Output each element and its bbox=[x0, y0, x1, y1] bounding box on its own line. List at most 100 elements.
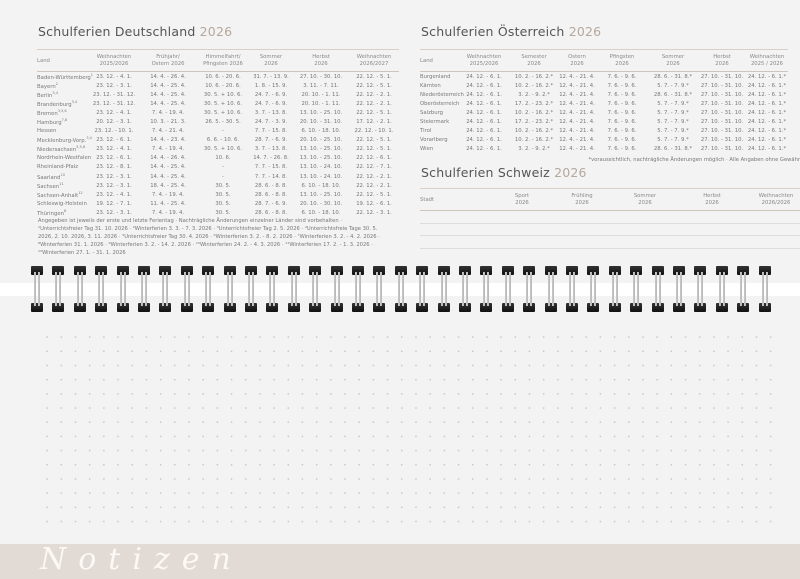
date-cell: 27. 10. - 31. 10. bbox=[700, 128, 744, 135]
date-cell: 30. 5. + 10. 6. bbox=[203, 91, 243, 98]
date-cell: 10. 3. - 21. 3. bbox=[150, 119, 186, 126]
date-cell: 5. 7. - 7. 9.* bbox=[657, 82, 689, 89]
date-cell: 27. 10. - 31. 10. bbox=[700, 91, 744, 98]
date-cell: 22. 12. - 5. 1. bbox=[356, 191, 392, 198]
date-cell: 24. 12. - 6. 1. bbox=[466, 73, 502, 80]
date-cell: 14. 7. - 26. 8. bbox=[253, 155, 289, 162]
switzerland-title: Schulferien Schweiz 2026 bbox=[421, 165, 587, 180]
empty-row[interactable] bbox=[420, 210, 800, 224]
date-cell: 12. 4. - 21. 4. bbox=[559, 119, 595, 126]
date-cell: 7. 4. - 19. 4. bbox=[151, 109, 185, 116]
date-cell: 23. 12. - 3. 1. bbox=[96, 209, 132, 216]
date-cell: 13. 10. - 25. 10. bbox=[299, 109, 343, 116]
date-cell: 11. 4. - 25. 4. bbox=[150, 200, 186, 207]
land-cell: Sachsen-Anhalt12 bbox=[37, 190, 83, 199]
spiral-ring bbox=[116, 266, 129, 312]
date-cell: 27. 10. - 31. 10. bbox=[700, 73, 744, 80]
column-header: Sommer 2026 bbox=[610, 188, 680, 211]
date-cell: 24. 12. - 6. 1.* bbox=[747, 128, 787, 135]
date-cell: 14. 4. - 25. 4. bbox=[150, 164, 186, 171]
date-cell: 13. 10. - 24. 10. bbox=[299, 173, 343, 180]
table-row: Baden-Württemberg1 23. 12. - 4. 1. 14. 4. … bbox=[37, 72, 399, 82]
date-cell: 5. 7. - 7. 9.* bbox=[657, 109, 689, 116]
dot-grid-notes-area[interactable] bbox=[40, 330, 775, 525]
column-header: Herbst 2026 bbox=[680, 188, 744, 211]
spiral-ring bbox=[587, 266, 600, 312]
land-cell: Burgenland bbox=[420, 73, 451, 80]
date-cell: 7. 7. - 14. 8. bbox=[254, 173, 288, 180]
land-cell: Vorarlberg bbox=[420, 137, 448, 144]
date-cell: 14. 4. - 25. 4. bbox=[150, 91, 186, 98]
date-cell: 7. 6. - 9. 6. bbox=[607, 128, 637, 135]
date-cell: 13. 10. - 25. 10. bbox=[299, 191, 343, 198]
germany-holiday-table: Land Weihnachten 2025/2026 Frühjahr/Ostern … bbox=[37, 49, 399, 218]
table-row: Rheinland-Pfalz 23. 12. - 8. 1. 14. 4. - 2… bbox=[37, 163, 399, 172]
spiral-ring bbox=[694, 266, 707, 312]
date-cell: 22. 12. - 3. 1. bbox=[356, 209, 392, 216]
date-cell: 30. 5. + 10. 6. bbox=[203, 109, 243, 116]
date-cell: 3. 11. - 7. 11. bbox=[303, 82, 339, 89]
spiral-ring bbox=[223, 266, 236, 312]
land-cell: Baden-Württemberg1 bbox=[37, 72, 94, 81]
date-cell: 28. 6. - 31. 8.* bbox=[653, 146, 693, 153]
column-header: Sommer 2026 bbox=[648, 49, 698, 72]
germany-footnote: Angegeben ist jeweils der erste und letz… bbox=[38, 218, 380, 256]
date-cell: 7. 6. - 9. 6. bbox=[607, 82, 637, 89]
table-row: Hamburg7,8 20. 12. - 3. 1. 10. 3. - 21. 3.… bbox=[37, 117, 399, 126]
spiral-ring bbox=[287, 266, 300, 312]
date-cell: 6. 6. - 10. 6. bbox=[206, 137, 240, 144]
column-header: Weihnachten 2026/2026 bbox=[744, 188, 800, 211]
spiral-ring bbox=[523, 266, 536, 312]
land-cell: Niedersachsen3,5,6 bbox=[37, 145, 86, 154]
date-cell: 28. 6. - 8. 8. bbox=[254, 182, 288, 189]
table-row: Tirol 24. 12. - 6. 1. 10. 2. - 16. 2.* 12. … bbox=[420, 127, 788, 136]
date-cell: 22. 12. - 5. 1. bbox=[356, 146, 392, 153]
date-cell: 7. 4. - 19. 4. bbox=[151, 191, 185, 198]
date-cell: 7. 4. - 19. 4. bbox=[151, 146, 185, 153]
land-cell: Salzburg bbox=[420, 109, 444, 116]
spiral-ring bbox=[566, 266, 578, 312]
date-cell: 24. 12. - 6. 1. bbox=[466, 109, 502, 116]
date-cell: 30. 5. bbox=[215, 200, 231, 207]
spiral-ring bbox=[159, 266, 172, 312]
date-cell: 30. 5. + 10. 6. bbox=[203, 100, 243, 107]
date-cell: 28. 6. - 31. 8.* bbox=[653, 73, 693, 80]
land-cell: Niederösterreich bbox=[420, 91, 464, 98]
date-cell: 10. 2. - 16. 2.* bbox=[514, 73, 554, 80]
date-cell: 19. 12. - 6. 1. bbox=[356, 200, 392, 207]
date-cell: 22. 12. - 2. 1. bbox=[356, 91, 392, 98]
land-cell: Bremen3,5,6 bbox=[37, 108, 67, 117]
date-cell: 5. 7. - 7. 9.* bbox=[657, 119, 689, 126]
date-cell: 30. 5. bbox=[215, 191, 231, 198]
date-cell: 28. 6. - 8. 8. bbox=[254, 209, 288, 216]
table-row: Nordrhein-Westfalen 23. 12. - 6. 1. 14. 4.… bbox=[37, 154, 399, 163]
column-header: Frühling 2026 bbox=[554, 188, 610, 211]
date-cell: 17. 12. - 2. 1. bbox=[356, 119, 392, 126]
column-header: Frühjahr/Ostern 2026 bbox=[139, 49, 197, 72]
empty-row[interactable] bbox=[420, 235, 800, 249]
land-cell: Rheinland-Pfalz bbox=[37, 164, 79, 171]
date-cell: 3. 7. - 13. 8. bbox=[254, 109, 288, 116]
spiral-ring bbox=[737, 266, 750, 312]
date-cell: 27. 10. - 31. 10. bbox=[700, 100, 744, 107]
date-cell: 14. 4. - 25. 4. bbox=[150, 100, 186, 107]
land-cell: Bayern2 bbox=[37, 81, 58, 90]
spiral-ring bbox=[437, 266, 450, 312]
date-cell: 10. 2. - 16. 2.* bbox=[514, 82, 554, 89]
date-cell: 17. 2. - 23. 2.* bbox=[514, 100, 554, 107]
date-cell: 24. 12. - 6. 1. bbox=[466, 128, 502, 135]
empty-row[interactable] bbox=[420, 223, 800, 236]
land-cell: Schleswig-Holstein bbox=[37, 200, 87, 207]
date-cell: 20. 10. - 1. 11. bbox=[301, 91, 341, 98]
spiral-ring bbox=[52, 266, 65, 312]
date-cell: 24. 12. - 6. 1.* bbox=[747, 146, 787, 153]
date-cell: 20. 10. - 1. 11. bbox=[301, 100, 341, 107]
date-cell: 23. 12. - 4. 1. bbox=[96, 191, 132, 198]
column-header: Weihnachten 2025/2026 bbox=[89, 49, 139, 72]
table-row: Kärnten 24. 12. - 6. 1. 10. 2. - 16. 2.* 12… bbox=[420, 81, 788, 90]
date-cell: 20. 10. - 25. 10. bbox=[299, 137, 343, 144]
date-cell: 23. 12. - 31. 12. bbox=[92, 100, 136, 107]
date-cell: 12. 4. - 21. 4. bbox=[559, 100, 595, 107]
date-cell: - bbox=[222, 173, 224, 180]
date-cell: 27. 10. - 31. 10. bbox=[700, 137, 744, 144]
